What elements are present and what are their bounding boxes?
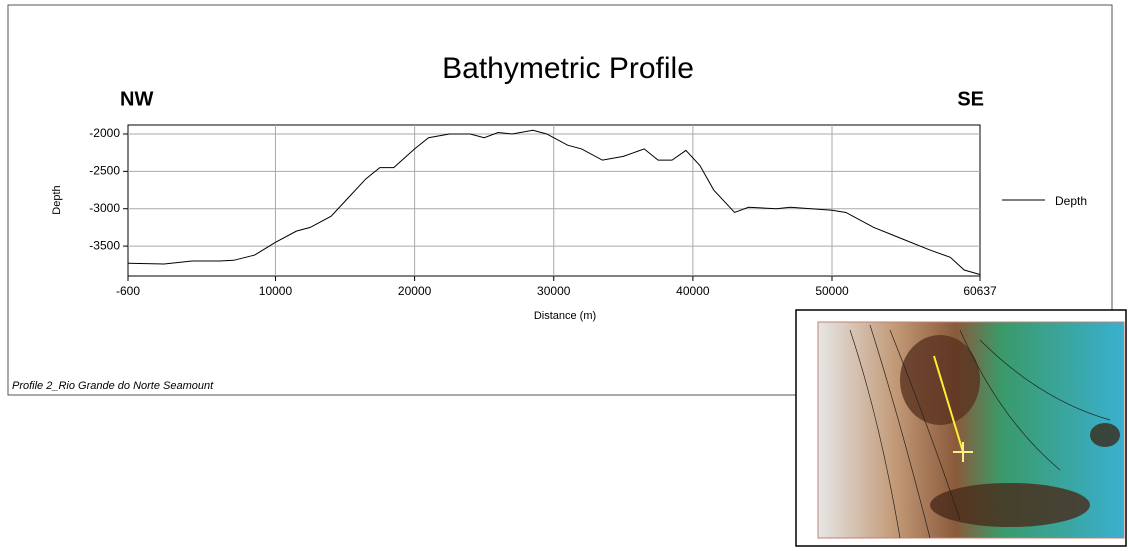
chart-title: Bathymetric Profile bbox=[442, 52, 694, 85]
x-tick-label: 10000 bbox=[259, 284, 293, 298]
y-tick-label: -3000 bbox=[89, 201, 120, 215]
footer: Profile 2_Rio Grande do Norte Seamount bbox=[12, 380, 214, 392]
x-tick-label: 60637 bbox=[963, 284, 997, 298]
x-tick-label: 50000 bbox=[815, 284, 849, 298]
y-tick-label: -2000 bbox=[89, 126, 120, 140]
x-tick-label: -600 bbox=[116, 284, 140, 298]
x-axis-label: Distance (m) bbox=[534, 310, 596, 322]
legend-label: Depth bbox=[1055, 194, 1087, 208]
direction-left: NW bbox=[120, 88, 153, 110]
direction-right: SE bbox=[957, 88, 984, 110]
plot: -2000 -2500 -3000 -3500 -600 10000 20000 30000 4… bbox=[89, 125, 1087, 298]
map-inset bbox=[818, 322, 1124, 538]
y-tick-label: -3500 bbox=[89, 238, 120, 252]
y-axis-label: Depth bbox=[51, 185, 63, 214]
map-seamount bbox=[900, 335, 980, 425]
y-tick-label: -2500 bbox=[89, 164, 120, 178]
map-seamount bbox=[1090, 423, 1120, 447]
map-seamount bbox=[930, 483, 1090, 527]
x-tick-label: 20000 bbox=[398, 284, 432, 298]
x-tick-label: 30000 bbox=[537, 284, 571, 298]
page: Bathymetric Profile NW SE Depth Distance… bbox=[0, 0, 1129, 551]
x-tick-label: 40000 bbox=[676, 284, 710, 298]
